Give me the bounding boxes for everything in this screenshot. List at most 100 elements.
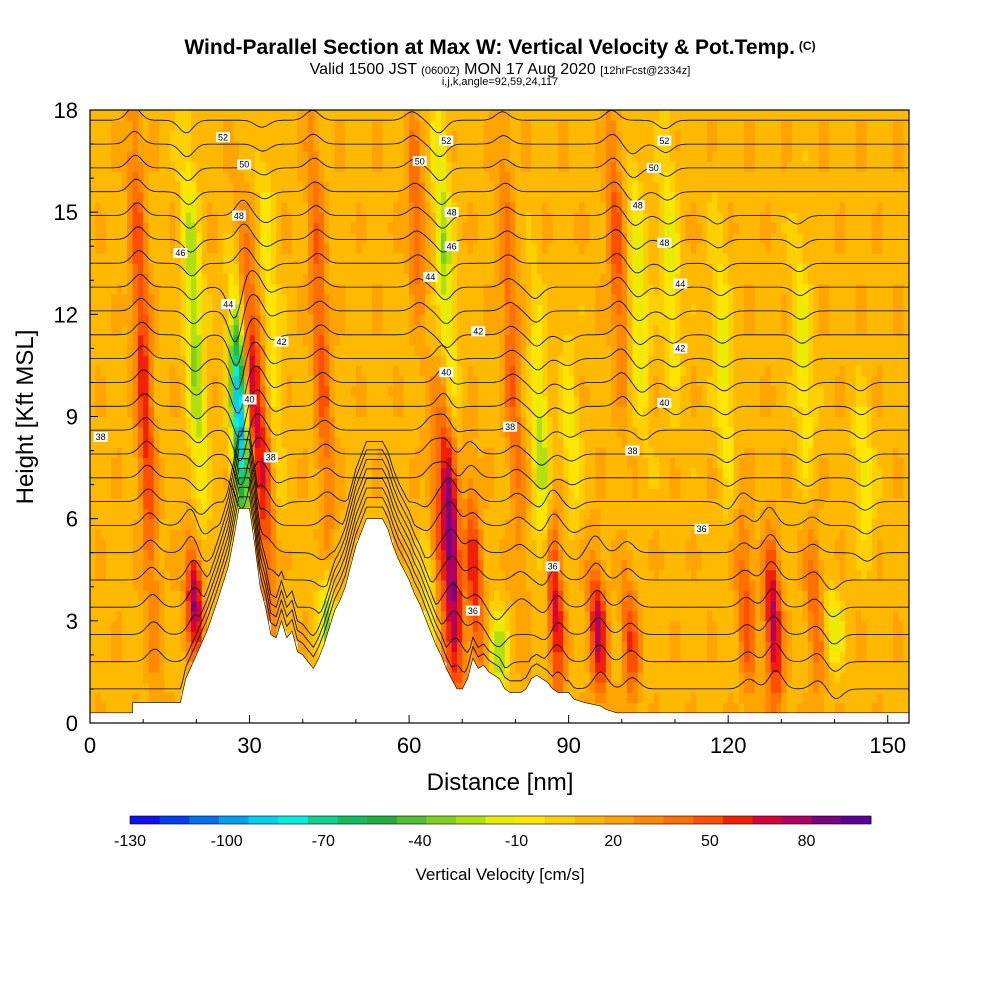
velocity-cell: [366, 426, 373, 438]
velocity-cell: [127, 273, 134, 285]
velocity-cell: [334, 426, 341, 438]
velocity-cell: [318, 416, 325, 428]
velocity-cell: [180, 436, 187, 448]
velocity-cell: [387, 508, 394, 520]
velocity-cell: [308, 110, 314, 121]
velocity-cell: [116, 232, 123, 244]
velocity-cell: [515, 273, 522, 285]
velocity-cell: [121, 150, 128, 162]
velocity-cell: [159, 426, 165, 438]
velocity-cell: [398, 345, 405, 356]
velocity-cell: [185, 457, 192, 469]
velocity-cell: [478, 580, 485, 591]
velocity-cell: [478, 242, 485, 254]
velocity-cell: [435, 273, 442, 285]
velocity-cell: [159, 528, 165, 540]
velocity-cell: [100, 477, 107, 489]
velocity-cell: [355, 396, 362, 407]
velocity-cell: [302, 436, 309, 448]
velocity-cell: [244, 426, 251, 438]
velocity-cell: [148, 600, 155, 612]
velocity-cell: [90, 580, 96, 591]
velocity-cell: [324, 140, 330, 152]
velocity-cell: [446, 508, 453, 520]
velocity-cell: [153, 191, 160, 203]
velocity-cell: [116, 253, 123, 264]
velocity-cell: [106, 304, 112, 315]
velocity-cell: [419, 120, 426, 131]
velocity-cell: [340, 436, 346, 448]
velocity-cell: [297, 283, 304, 295]
velocity-cell: [430, 467, 437, 479]
velocity-cell: [260, 549, 267, 561]
velocity-cell: [233, 498, 240, 509]
velocity-cell: [425, 528, 431, 540]
velocity-cell: [281, 436, 288, 448]
velocity-cell: [371, 130, 378, 142]
velocity-cell: [180, 559, 187, 571]
velocity-cell: [430, 345, 437, 356]
velocity-cell: [286, 365, 293, 377]
velocity-cell: [558, 375, 564, 387]
velocity-cell: [286, 212, 293, 223]
velocity-cell: [217, 580, 224, 591]
velocity-cell: [100, 120, 107, 131]
velocity-cell: [106, 692, 112, 704]
velocity-cell: [536, 140, 543, 152]
velocity-cell: [403, 375, 410, 387]
velocity-cell: [212, 406, 219, 418]
velocity-cell: [244, 293, 251, 305]
velocity-cell: [249, 293, 256, 305]
velocity-cell: [281, 600, 288, 612]
velocity-cell: [409, 528, 415, 540]
velocity-cell: [111, 324, 118, 336]
velocity-cell: [366, 120, 373, 131]
velocity-cell: [90, 130, 96, 142]
velocity-cell: [504, 161, 511, 172]
velocity-cell: [302, 528, 309, 540]
velocity-cell: [584, 661, 591, 673]
velocity-cell: [153, 253, 160, 264]
velocity-cell: [90, 692, 96, 704]
velocity-cell: [308, 304, 314, 315]
velocity-cell: [106, 212, 112, 223]
velocity-cell: [451, 396, 458, 407]
velocity-cell: [361, 283, 368, 295]
velocity-cell: [106, 661, 112, 673]
velocity-cell: [164, 528, 171, 540]
velocity-cell: [568, 253, 575, 264]
velocity-cell: [467, 345, 474, 356]
velocity-cell: [329, 539, 336, 550]
velocity-cell: [441, 110, 447, 121]
velocity-cell: [121, 702, 128, 714]
velocity-cell: [111, 528, 118, 540]
velocity-cell: [313, 293, 320, 305]
velocity-cell: [265, 539, 272, 550]
velocity-cell: [100, 416, 107, 428]
velocity-cell: [308, 559, 314, 571]
velocity-cell: [196, 253, 203, 264]
velocity-cell: [441, 416, 447, 428]
velocity-cell: [419, 580, 426, 591]
velocity-cell: [116, 130, 123, 142]
velocity-cell: [244, 120, 251, 131]
velocity-cell: [371, 467, 378, 479]
velocity-cell: [403, 242, 410, 254]
velocity-cell: [121, 293, 128, 305]
velocity-cell: [488, 191, 495, 203]
velocity-cell: [425, 161, 431, 172]
velocity-cell: [116, 651, 123, 663]
velocity-cell: [419, 590, 426, 601]
velocity-cell: [467, 488, 474, 499]
velocity-cell: [318, 620, 325, 632]
velocity-cell: [488, 375, 495, 387]
velocity-cell: [510, 406, 516, 418]
velocity-cell: [153, 682, 160, 693]
velocity-cell: [164, 396, 171, 407]
velocity-cell: [526, 273, 532, 285]
velocity-cell: [233, 110, 240, 121]
velocity-cell: [207, 355, 213, 366]
velocity-cell: [217, 273, 224, 285]
velocity-cell: [196, 171, 203, 183]
velocity-cell: [223, 222, 229, 234]
